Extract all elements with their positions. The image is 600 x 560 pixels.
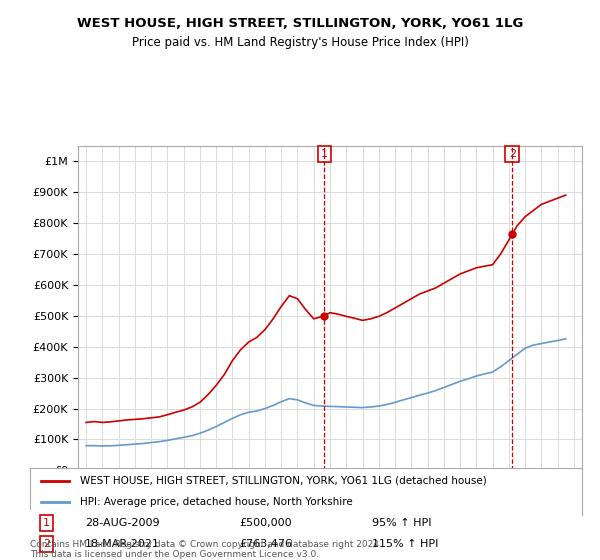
Text: £500,000: £500,000 (240, 518, 292, 528)
Text: Contains HM Land Registry data © Crown copyright and database right 2024.
This d: Contains HM Land Registry data © Crown c… (30, 540, 382, 559)
Text: 18-MAR-2021: 18-MAR-2021 (85, 539, 160, 549)
Text: 2: 2 (509, 149, 516, 159)
Text: £763,476: £763,476 (240, 539, 293, 549)
Text: 95% ↑ HPI: 95% ↑ HPI (372, 518, 432, 528)
Text: 2: 2 (43, 539, 50, 549)
Text: 1: 1 (43, 518, 50, 528)
Text: 115% ↑ HPI: 115% ↑ HPI (372, 539, 439, 549)
Text: 28-AUG-2009: 28-AUG-2009 (85, 518, 160, 528)
Text: Price paid vs. HM Land Registry's House Price Index (HPI): Price paid vs. HM Land Registry's House … (131, 36, 469, 49)
Text: 1: 1 (321, 149, 328, 159)
Text: WEST HOUSE, HIGH STREET, STILLINGTON, YORK, YO61 1LG: WEST HOUSE, HIGH STREET, STILLINGTON, YO… (77, 17, 523, 30)
Text: HPI: Average price, detached house, North Yorkshire: HPI: Average price, detached house, Nort… (80, 497, 352, 507)
Text: WEST HOUSE, HIGH STREET, STILLINGTON, YORK, YO61 1LG (detached house): WEST HOUSE, HIGH STREET, STILLINGTON, YO… (80, 476, 487, 486)
